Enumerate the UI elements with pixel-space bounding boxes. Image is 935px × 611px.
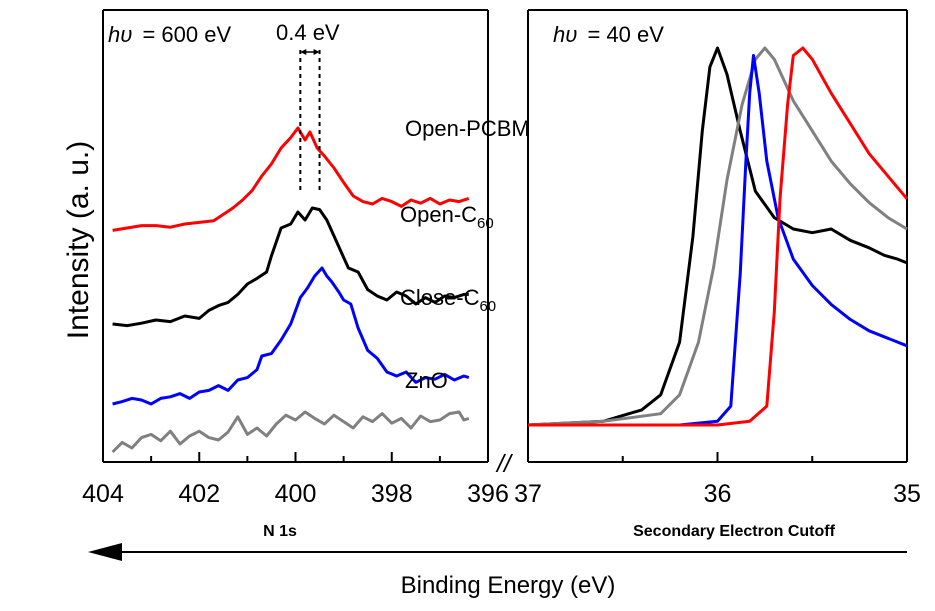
right-tick-label: 35: [893, 480, 921, 508]
left-tick-label: 400: [275, 480, 317, 508]
shift-arrow-head-left: [300, 49, 307, 55]
hv-symbol-right: hυ: [553, 22, 577, 47]
label-open-c60: Open-C60: [400, 202, 494, 232]
hv-value-left: = 600 eV: [142, 22, 231, 47]
series-line-close-c60: [112, 266, 470, 406]
photon-energy-right: hυ = 40 eV: [553, 22, 664, 47]
right-panel-series: [527, 46, 909, 427]
right-panel-caption: Secondary Electron Cutoff: [633, 523, 835, 540]
y-axis-title: Intensity (a. u.): [62, 141, 95, 339]
cutoff-line-gray: [527, 46, 908, 427]
left-panel-caption: N 1s: [263, 523, 297, 540]
shift-label: 0.4 eV: [276, 20, 340, 45]
series-line-open-pcbm: [112, 126, 470, 232]
left-tick-label: 404: [82, 480, 124, 508]
photon-energy-left: hυ = 600 eV: [108, 22, 231, 47]
cutoff-line-black: [527, 46, 908, 427]
x-axis-title: Binding Energy (eV): [401, 572, 616, 599]
left-panel-series: [111, 126, 470, 454]
left-tick-label: 396: [467, 480, 509, 508]
shift-annotation: [299, 49, 321, 192]
right-tick-label: 37: [514, 480, 542, 508]
cutoff-line-blue: [528, 54, 908, 427]
axis-break-mark: //: [495, 450, 514, 478]
binding-energy-arrow: [88, 543, 907, 561]
label-zno: ZnO: [405, 368, 448, 393]
label-close-c60-base: Close-C: [400, 285, 480, 310]
hv-symbol-left: hυ: [108, 22, 132, 47]
ticks: 404 402 400 398 396 37 36 35: [82, 452, 921, 508]
label-open-c60-base: Open-C: [400, 202, 477, 227]
label-close-c60: Close-C60: [400, 285, 496, 315]
series-line-zno: [111, 410, 470, 454]
label-open-c60-sub: 60: [477, 215, 494, 232]
left-tick-label: 398: [371, 480, 413, 508]
label-open-pcbm: Open-PCBM: [405, 116, 530, 141]
cutoff-line-red: [528, 46, 909, 427]
series-line-open-c60: [112, 206, 469, 328]
arrow-head: [88, 543, 122, 561]
hv-value-right: = 40 eV: [587, 22, 664, 47]
label-close-c60-sub: 60: [479, 298, 496, 315]
shift-arrow-head-right: [313, 49, 320, 55]
right-tick-label: 36: [704, 480, 732, 508]
left-tick-label: 402: [178, 480, 220, 508]
